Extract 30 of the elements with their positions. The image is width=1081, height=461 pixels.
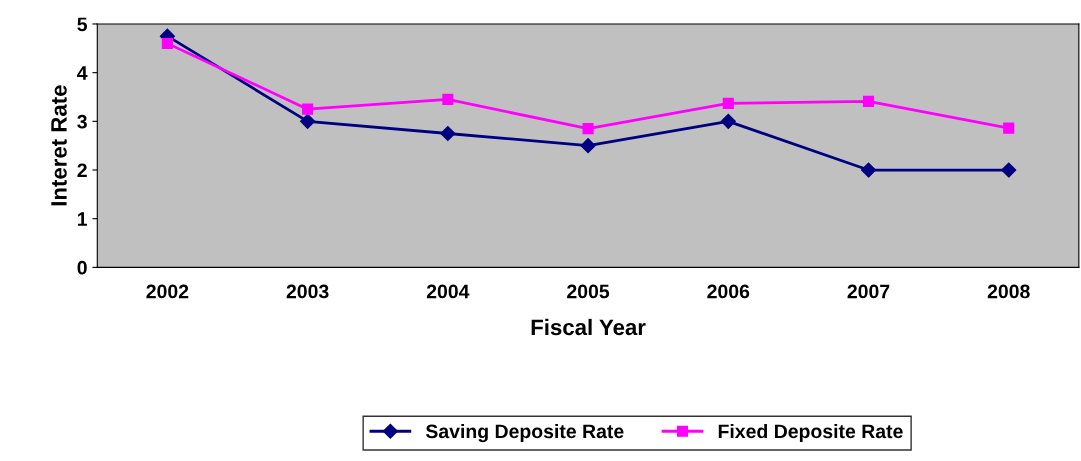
point: [862, 95, 875, 107]
y-tick-label: 4: [77, 66, 88, 80]
x-tick-label: 2002: [146, 284, 189, 299]
x-tick-label: 2008: [987, 284, 1030, 299]
legend-label: Saving Deposite Rate: [425, 423, 624, 443]
point: [722, 97, 734, 109]
legend-label: Fixed Deposite Rate: [718, 423, 903, 443]
y-tick-label: 5: [77, 17, 88, 32]
point: [1001, 162, 1017, 178]
point: [300, 113, 316, 129]
point: [302, 103, 314, 115]
y-axis-title: Interet Rate: [51, 85, 67, 206]
x-tick-label: 2003: [286, 284, 329, 299]
x-tick-label: 2004: [426, 284, 470, 299]
point: [580, 138, 596, 154]
point: [161, 37, 173, 50]
x-tick-label: 2007: [847, 284, 890, 299]
point: [582, 123, 594, 135]
point: [1003, 122, 1015, 134]
x-tick-label: 2005: [567, 284, 610, 299]
point: [860, 162, 877, 178]
point: [720, 113, 736, 129]
y-tick-label: 1: [77, 212, 88, 226]
x-axis-title: Fiscal Year: [531, 318, 646, 336]
point: [442, 93, 454, 105]
point: [440, 125, 456, 142]
y-tick-label: 2: [77, 163, 87, 178]
x-tick-label: 2006: [707, 284, 750, 299]
y-tick-label: 0: [77, 260, 87, 275]
y-tick-label: 3: [77, 114, 87, 129]
